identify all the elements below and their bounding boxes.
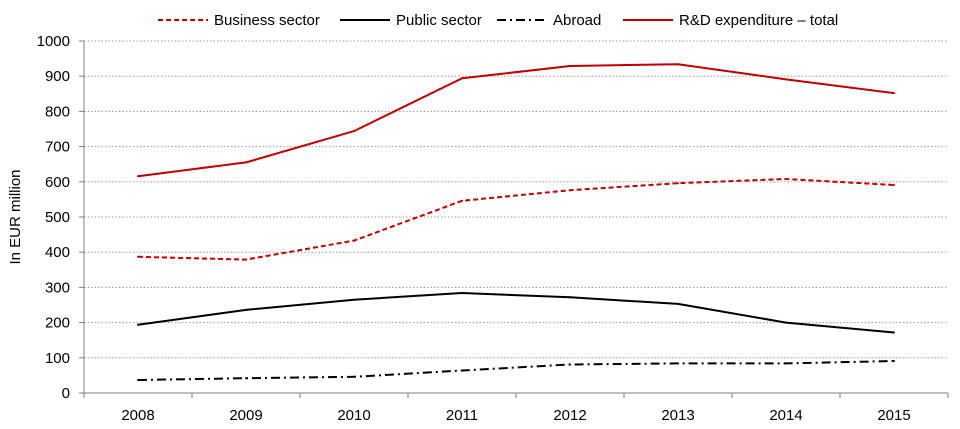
y-axis-ticks: 0 100 200 300 400 500 600 700 800 900 1000 <box>37 33 70 402</box>
data-point <box>785 78 787 81</box>
y-axis-label: In EUR million <box>7 169 24 264</box>
data-point <box>569 189 571 192</box>
axes <box>79 40 949 398</box>
data-point <box>893 359 895 362</box>
data-point <box>785 177 787 180</box>
data-point <box>569 363 571 366</box>
x-tick-label: 2011 <box>446 407 478 424</box>
x-tick-label: 2010 <box>337 407 370 424</box>
y-tick-label: 1000 <box>37 33 70 50</box>
y-tick-label: 400 <box>45 244 70 261</box>
data-point <box>137 378 139 381</box>
data-point <box>245 258 247 261</box>
legend-label: Abroad <box>553 12 601 29</box>
y-tick-label: 800 <box>45 103 70 120</box>
data-point <box>893 331 895 334</box>
series-line-r-d-expenditure-total <box>137 63 895 178</box>
data-point <box>785 321 787 324</box>
data-point <box>353 375 355 378</box>
data-point <box>677 302 679 305</box>
x-tick-label: 2012 <box>553 407 586 424</box>
y-tick-label: 700 <box>45 139 70 156</box>
y-tick-label: 200 <box>45 315 70 332</box>
y-tick-label: 600 <box>45 174 70 191</box>
legend-label: R&D expenditure – total <box>679 12 838 29</box>
data-point <box>353 298 355 301</box>
y-tick-label: 100 <box>45 350 70 367</box>
data-point <box>461 77 463 80</box>
x-axis-ticks: 2008 2009 2010 2011 2012 2013 2014 2015 <box>121 407 910 424</box>
data-point <box>461 292 463 295</box>
legend-label: Public sector <box>396 12 482 29</box>
x-tick-label: 2013 <box>661 407 694 424</box>
data-point <box>245 377 247 380</box>
series-line-business-sector <box>137 178 895 261</box>
data-point <box>893 92 895 95</box>
data-point <box>677 362 679 365</box>
legend: Business sector Public sector Abroad R&D ex… <box>158 12 838 29</box>
x-tick-label: 2015 <box>877 407 910 424</box>
data-point <box>461 199 463 202</box>
data-point <box>569 64 571 67</box>
y-tick-label: 0 <box>62 385 70 402</box>
data-point <box>137 323 139 326</box>
series-line-abroad <box>137 360 895 381</box>
x-tick-label: 2014 <box>769 407 802 424</box>
data-point <box>245 161 247 164</box>
data-point <box>893 183 895 186</box>
data-point <box>569 296 571 299</box>
series-line-public-sector <box>137 292 895 334</box>
y-tick-label: 300 <box>45 279 70 296</box>
data-point <box>461 369 463 372</box>
x-tick-label: 2008 <box>121 407 154 424</box>
data-point <box>677 63 679 66</box>
data-point <box>785 362 787 365</box>
y-tick-label: 900 <box>45 68 70 85</box>
data-point <box>137 175 139 178</box>
x-tick-label: 2009 <box>229 407 262 424</box>
data-point <box>353 130 355 133</box>
y-tick-label: 500 <box>45 209 70 226</box>
data-point <box>353 239 355 242</box>
data-point <box>137 255 139 258</box>
legend-label: Business sector <box>214 12 320 29</box>
data-point <box>677 182 679 185</box>
data-point <box>245 308 247 311</box>
series-lines <box>137 63 895 381</box>
gridlines <box>84 40 948 359</box>
